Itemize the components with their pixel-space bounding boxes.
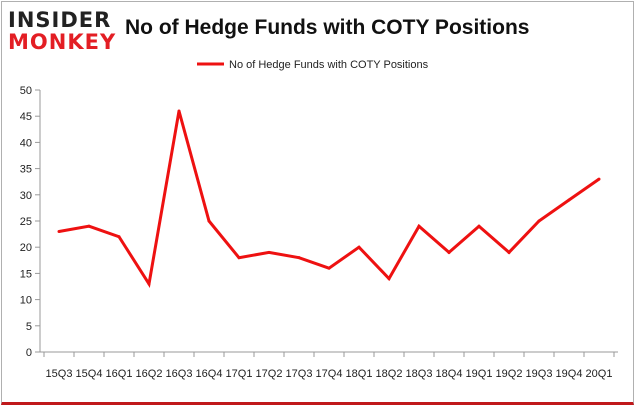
- x-tick-label: 15Q3: [46, 368, 73, 380]
- legend-label: No of Hedge Funds with COTY Positions: [229, 59, 429, 71]
- x-tick-label: 19Q3: [526, 368, 553, 380]
- y-tick-label: 20: [20, 242, 32, 254]
- chart-axes: [39, 90, 618, 353]
- y-tick-label: 50: [20, 85, 32, 97]
- x-tick-label: 16Q2: [136, 368, 163, 380]
- x-axis-ticks: 15Q3 15Q4 16Q1 16Q2 16Q3 16Q4 17Q1 17Q2 17Q3 17Q4…: [43, 352, 615, 380]
- y-tick-label: 35: [20, 164, 32, 176]
- x-tick-label: 17Q2: [256, 368, 283, 380]
- y-tick-label: 45: [20, 111, 32, 123]
- data-point: [297, 256, 301, 260]
- x-tick-label: 15Q4: [76, 368, 103, 380]
- data-point: [477, 224, 481, 228]
- y-tick-label: 5: [26, 321, 32, 333]
- y-tick-label: 40: [20, 137, 32, 149]
- x-tick-label: 16Q4: [196, 368, 223, 380]
- y-tick-label: 10: [20, 295, 32, 307]
- logo-text-top: INSIDER: [8, 8, 112, 32]
- x-tick-label: 18Q1: [346, 368, 373, 380]
- x-tick-label: 17Q3: [286, 368, 313, 380]
- x-tick-label: 19Q4: [556, 368, 583, 380]
- x-tick-label: 18Q2: [376, 368, 403, 380]
- y-tick-label: 25: [20, 216, 32, 228]
- data-point: [87, 224, 91, 228]
- data-point: [507, 250, 511, 254]
- chart-title: No of Hedge Funds with COTY Positions: [125, 16, 530, 39]
- y-tick-label: 15: [20, 268, 32, 280]
- x-tick-label: 19Q2: [496, 368, 523, 380]
- data-point: [567, 198, 571, 202]
- x-tick-label: 19Q1: [466, 368, 493, 380]
- chart-series: [57, 109, 601, 288]
- y-axis-ticks: 0 5 10 15 20 25 30 35 40 45 50: [20, 85, 40, 359]
- data-point: [597, 177, 601, 181]
- x-tick-label: 20Q1: [586, 368, 613, 380]
- logo-text-bottom: MONKEY: [8, 30, 117, 54]
- data-point: [57, 229, 61, 233]
- data-point: [147, 282, 151, 286]
- y-tick-label: 0: [26, 347, 32, 359]
- x-tick-label: 16Q1: [106, 368, 133, 380]
- x-tick-label: 18Q3: [406, 368, 433, 380]
- x-tick-label: 18Q4: [436, 368, 463, 380]
- data-point: [537, 219, 541, 223]
- data-point: [117, 235, 121, 239]
- y-tick-label: 30: [20, 190, 32, 202]
- data-point: [417, 224, 421, 228]
- data-point: [387, 277, 391, 281]
- series-line: [58, 110, 600, 288]
- data-point: [237, 256, 241, 260]
- data-point: [327, 266, 331, 270]
- data-point: [447, 250, 451, 254]
- data-point: [357, 245, 361, 249]
- data-point: [177, 109, 181, 113]
- data-point: [207, 219, 211, 223]
- data-point: [267, 250, 271, 254]
- insider-monkey-logo: INSIDER MONKEY: [8, 8, 120, 56]
- x-tick-label: 17Q1: [226, 368, 253, 380]
- x-tick-label: 17Q4: [316, 368, 343, 380]
- x-tick-label: 16Q3: [166, 368, 193, 380]
- chart-legend: No of Hedge Funds with COTY Positions: [197, 59, 429, 71]
